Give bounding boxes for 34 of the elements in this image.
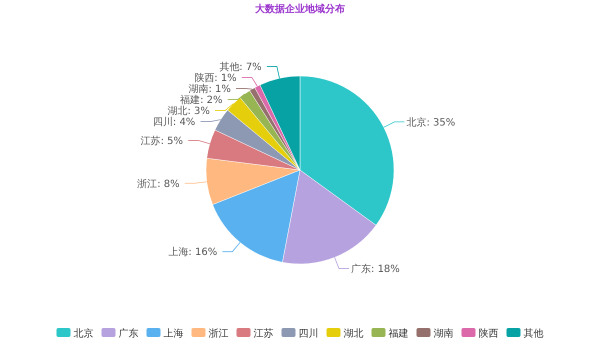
slice-label: 四川 (152, 116, 173, 128)
legend-label: 陕西 (478, 328, 498, 340)
slice-label: 陕西 (194, 72, 214, 84)
data-label: : 5% (160, 136, 184, 147)
legend-label: 其他 (524, 328, 544, 340)
legend-label: 广东 (118, 328, 138, 340)
chart-title: 大数据企业地域分布 (254, 3, 345, 15)
slice-label: 湖北 (167, 105, 188, 118)
slice-label: 江苏 (140, 134, 161, 147)
data-label: : 4% (172, 117, 196, 128)
legend-label: 北京 (74, 328, 94, 340)
data-label: : 8% (157, 178, 180, 190)
data-label: : 2% (200, 95, 223, 106)
legend-label: 四川 (298, 328, 318, 340)
slice-label: 福建 (180, 94, 200, 106)
legend-label: 浙江 (208, 328, 228, 340)
data-label: : 18% (371, 264, 400, 276)
data-label: : 16% (188, 247, 218, 258)
data-label: : 1% (214, 73, 237, 84)
slice-label: 广东 (351, 263, 372, 276)
slice-label: 浙江 (137, 178, 158, 190)
legend-label: 湖南 (434, 328, 454, 340)
data-label: : 7% (239, 62, 262, 74)
data-label: : 1% (208, 84, 231, 96)
slice-label: 湖南 (188, 83, 208, 96)
slice-label: 北京 (406, 116, 426, 128)
legend-label: 福建 (388, 328, 408, 340)
data-label: : 35% (426, 117, 456, 128)
data-label: : 3% (187, 106, 210, 118)
slice-label: 其他 (219, 61, 240, 74)
legend-label: 上海 (164, 328, 184, 340)
legend-label: 江苏 (254, 328, 274, 340)
legend-label: 湖北 (344, 328, 364, 340)
slice-label: 上海 (168, 246, 188, 258)
